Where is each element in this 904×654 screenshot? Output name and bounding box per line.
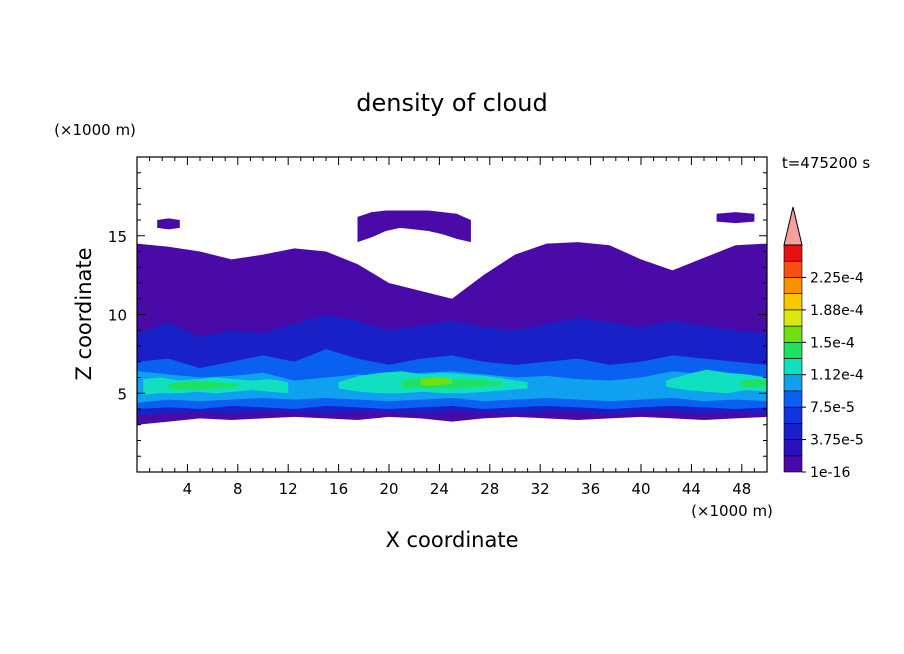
chart-title: density of cloud: [356, 89, 547, 117]
x-axis: 4 8 12 16 20 24 28 32 36 40 44 48: [149, 157, 755, 498]
x-tick-label: 48: [732, 480, 751, 498]
colorbar-swatch: [783, 455, 803, 473]
x-tick-label: 16: [329, 480, 348, 498]
x-tick-label: 32: [531, 480, 550, 498]
colorbar-swatch: [783, 309, 803, 327]
cloud-contour-region-2: [157, 218, 180, 230]
cloud-contour-region-3: [716, 212, 755, 224]
x-unit-label: (×1000 m): [691, 502, 773, 520]
cloud-contour-region-9: [666, 369, 767, 394]
colorbar-label: 1.5e-4: [810, 335, 855, 351]
cloud-contour-region-10: [168, 380, 238, 391]
colorbar-swatch: [783, 244, 803, 262]
x-axis-label: X coordinate: [385, 528, 518, 552]
colorbar-swatch: [783, 374, 803, 392]
colorbar-swatch: [783, 341, 803, 359]
colorbar: 1e-16 3.75e-5 7.5e-5 1.12e-4 1.5e-4 1.88e-4 2.…: [783, 206, 864, 481]
x-tick-label: 24: [430, 480, 449, 498]
colorbar-swatch: [783, 423, 803, 440]
cloud-contour-region-1: [357, 210, 471, 243]
colorbar-label: 2.25e-4: [810, 270, 864, 286]
x-tick-label: 36: [581, 480, 600, 498]
colorbar-swatch: [783, 260, 803, 278]
x-tick-label: 8: [233, 480, 243, 498]
colorbar-label: 3.75e-5: [810, 433, 864, 449]
x-tick-label: 40: [631, 480, 650, 498]
colorbar-label: 1.12e-4: [810, 368, 864, 384]
colorbar-extend-triangle: [783, 206, 803, 246]
y-tick-label: 5: [117, 385, 127, 403]
x-tick-label: 4: [183, 480, 193, 498]
colorbar-swatch: [783, 439, 803, 457]
colorbar-label: 1e-16: [810, 465, 850, 481]
y-axis-label: Z coordinate: [72, 247, 96, 380]
y-tick-label: 15: [108, 228, 127, 246]
colorbar-swatch: [783, 277, 803, 294]
y-unit-label: (×1000 m): [54, 121, 136, 139]
x-tick-label: 44: [682, 480, 701, 498]
colorbar-label: 7.5e-5: [810, 400, 855, 416]
colorbar-label: 1.88e-4: [810, 303, 864, 319]
time-label: t=475200 s: [782, 154, 870, 172]
y-tick-label: 10: [108, 307, 127, 325]
cloud-contour-region-12: [741, 379, 767, 387]
colorbar-swatch: [783, 390, 803, 408]
x-tick-label: 20: [379, 480, 398, 498]
plot-area: [137, 210, 767, 425]
x-tick-label: 28: [480, 480, 499, 498]
colorbar-swatch: [783, 325, 803, 343]
x-tick-label: 12: [279, 480, 298, 498]
cloud-contour-region-13: [420, 377, 452, 386]
y-axis: 5 10 15: [108, 172, 767, 457]
colorbar-swatch: [783, 293, 803, 311]
colorbar-swatch: [783, 358, 803, 376]
colorbar-swatch: [783, 406, 803, 424]
